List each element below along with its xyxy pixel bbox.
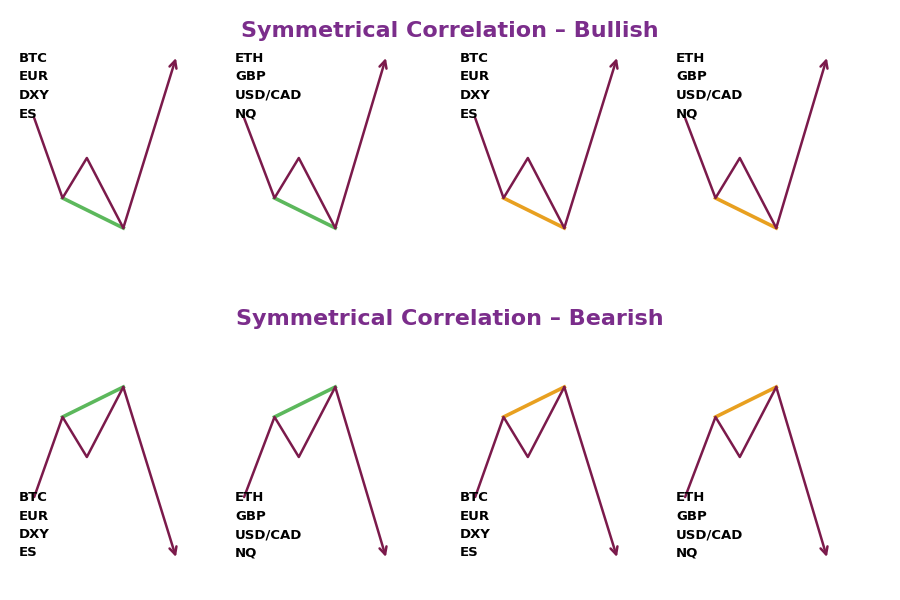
Text: BTC
EUR
DXY
ES: BTC EUR DXY ES [460,52,491,121]
Text: ETH
GBP
USD/CAD
NQ: ETH GBP USD/CAD NQ [676,491,743,559]
Text: BTC
EUR
DXY
ES: BTC EUR DXY ES [19,491,50,559]
Text: ETH
GBP
USD/CAD
NQ: ETH GBP USD/CAD NQ [235,491,302,559]
Text: BTC
EUR
DXY
ES: BTC EUR DXY ES [460,491,491,559]
Text: ETH
GBP
USD/CAD
NQ: ETH GBP USD/CAD NQ [676,52,743,121]
Text: Symmetrical Correlation – Bearish: Symmetrical Correlation – Bearish [236,309,664,329]
Text: BTC
EUR
DXY
ES: BTC EUR DXY ES [19,52,50,121]
Text: Symmetrical Correlation – Bullish: Symmetrical Correlation – Bullish [241,21,659,41]
Text: ETH
GBP
USD/CAD
NQ: ETH GBP USD/CAD NQ [235,52,302,121]
